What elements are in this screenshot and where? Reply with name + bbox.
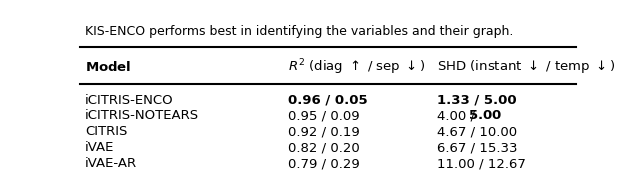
Text: iVAE: iVAE	[85, 141, 115, 154]
Text: iCITRIS-NOTEARS: iCITRIS-NOTEARS	[85, 110, 199, 122]
Text: 11.00 / 12.67: 11.00 / 12.67	[437, 157, 526, 170]
Text: 6.67 / 15.33: 6.67 / 15.33	[437, 141, 518, 154]
Text: iVAE-AR: iVAE-AR	[85, 157, 137, 170]
Text: 4.67 / 10.00: 4.67 / 10.00	[437, 125, 517, 138]
Text: 0.95 / 0.09: 0.95 / 0.09	[288, 110, 360, 122]
Text: CITRIS: CITRIS	[85, 125, 127, 138]
Text: 0.82 / 0.20: 0.82 / 0.20	[288, 141, 360, 154]
Text: 4.00 /: 4.00 /	[437, 110, 479, 122]
Text: SHD (instant $\downarrow$ / temp $\downarrow$): SHD (instant $\downarrow$ / temp $\downa…	[437, 58, 616, 76]
Text: 1.33 / 5.00: 1.33 / 5.00	[437, 94, 516, 107]
Text: 0.79 / 0.29: 0.79 / 0.29	[288, 157, 360, 170]
Text: 0.96 / 0.05: 0.96 / 0.05	[288, 94, 368, 107]
Text: $\mathbf{Model}$: $\mathbf{Model}$	[85, 60, 131, 74]
Text: KIS-ENCO performs best in identifying the variables and their graph.: KIS-ENCO performs best in identifying th…	[85, 25, 513, 38]
Text: $R^2$ (diag $\uparrow$ / sep $\downarrow$): $R^2$ (diag $\uparrow$ / sep $\downarrow…	[288, 57, 426, 77]
Text: $\mathbf{5.00}$: $\mathbf{5.00}$	[468, 110, 502, 122]
Text: 0.92 / 0.19: 0.92 / 0.19	[288, 125, 360, 138]
Text: iCITRIS-ENCO: iCITRIS-ENCO	[85, 94, 173, 107]
